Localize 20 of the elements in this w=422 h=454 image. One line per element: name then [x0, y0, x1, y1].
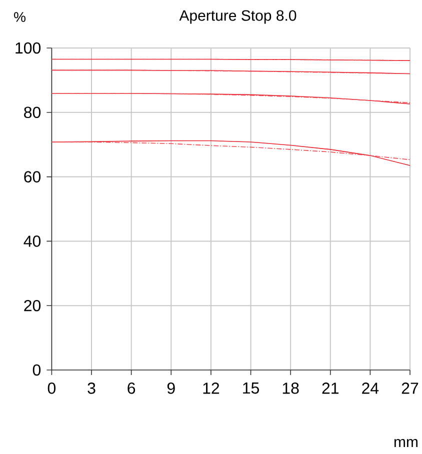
x-tick-label: 3 — [88, 382, 96, 394]
line-series — [51, 142, 410, 160]
y-tick-label: 0 — [32, 364, 41, 376]
x-tick-label: 12 — [203, 382, 220, 394]
x-tick-label: 9 — [167, 382, 175, 394]
x-tick-label: 24 — [362, 382, 379, 394]
y-tick-label: 60 — [24, 171, 41, 182]
x-tick-label: 21 — [322, 382, 338, 394]
y-axis-title: % — [14, 12, 26, 22]
x-tick-label: 15 — [243, 382, 259, 394]
x-axis-title: mm — [394, 438, 418, 448]
chart-title: Aperture Stop 8.0 — [179, 10, 296, 24]
x-tick-label: 6 — [128, 382, 136, 394]
x-tick-label: 27 — [402, 382, 418, 394]
x-tick-label: 0 — [48, 382, 56, 394]
y-tick-label: 80 — [24, 106, 41, 118]
y-tick-label: 20 — [24, 300, 41, 312]
y-tick-label: 100 — [16, 42, 41, 54]
y-tick-label: 40 — [24, 236, 41, 247]
x-tick-label: 18 — [282, 382, 299, 394]
